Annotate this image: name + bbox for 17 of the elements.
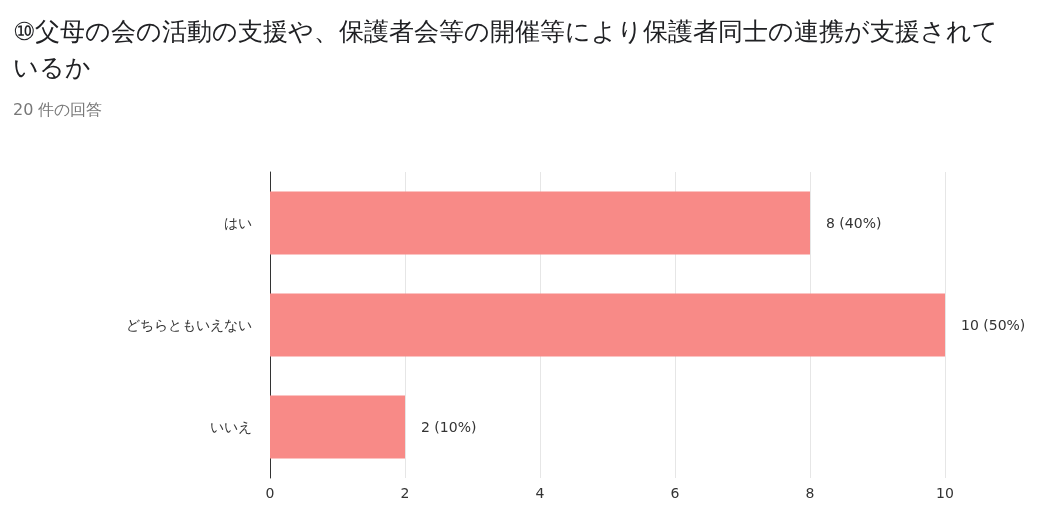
y-tick-label: いいえ <box>210 419 252 435</box>
data-label: 8 (40%) <box>826 215 882 231</box>
bar <box>270 395 405 459</box>
bar <box>270 293 945 357</box>
x-tick-label: 8 <box>805 485 815 501</box>
data-label: 2 (10%) <box>421 419 477 435</box>
x-tick-label: 2 <box>400 485 410 501</box>
x-tick-label: 6 <box>670 485 680 501</box>
y-tick-label: どちらともいえない <box>126 317 252 333</box>
x-tick-label: 10 <box>936 485 954 501</box>
x-tick-label: 4 <box>535 485 545 501</box>
x-tick-label: 0 <box>265 485 275 501</box>
y-tick-label: はい <box>224 215 252 231</box>
bar <box>270 191 810 255</box>
chart-title: ⑩父母の会の活動の支援や、保護者会等の開催等により保護者同士の連携が支援されているか <box>13 16 999 82</box>
text: 20 件の回答 <box>13 99 103 119</box>
data-label: 10 (50%) <box>961 317 1026 333</box>
